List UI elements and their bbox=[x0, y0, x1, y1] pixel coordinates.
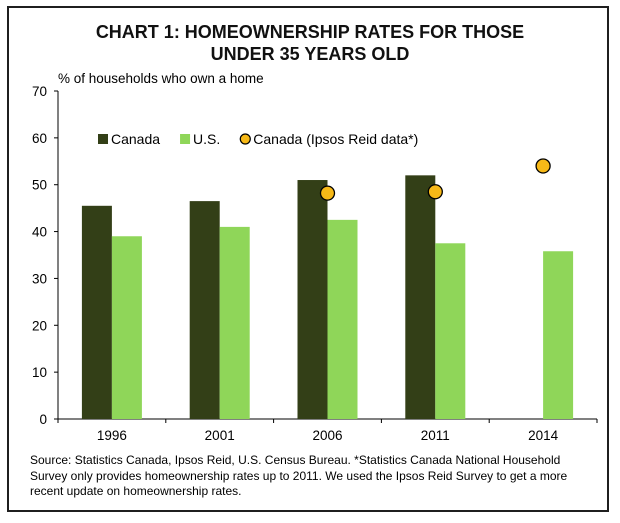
bar-u-s-1996 bbox=[111, 236, 142, 419]
source-note: Source: Statistics Canada, Ipsos Reid, U… bbox=[30, 453, 568, 498]
x-tick-label: 2011 bbox=[421, 428, 450, 443]
y-axis: 0 10 20 30 40 50 60 70 bbox=[32, 84, 59, 427]
bar-u-s-2014 bbox=[543, 251, 574, 419]
bar-u-s-2006 bbox=[327, 219, 358, 419]
y-axis-label: % of households who own a home bbox=[58, 71, 264, 86]
y-tick-label: 50 bbox=[32, 178, 47, 193]
x-tick-label: 1996 bbox=[97, 428, 127, 443]
legend-swatch-canada-ipsos-reid-data bbox=[239, 133, 251, 145]
points bbox=[319, 158, 551, 201]
y-tick-label: 20 bbox=[32, 318, 47, 333]
legend: Canada U.S. Canada (Ipsos Reid data*) bbox=[98, 131, 418, 147]
bar-canada-2011 bbox=[405, 175, 436, 419]
legend-swatch-canada bbox=[98, 134, 108, 144]
bar-canada-2006 bbox=[297, 180, 328, 419]
bar-u-s-2011 bbox=[435, 243, 466, 419]
x-tick-label: 2014 bbox=[528, 428, 559, 443]
point-canada-ipsos-2011 bbox=[427, 184, 443, 200]
y-tick-label: 30 bbox=[32, 271, 47, 286]
legend-label-canada: Canada bbox=[111, 131, 160, 147]
point-canada-ipsos-2006 bbox=[319, 185, 336, 201]
legend-label-u-s: U.S. bbox=[193, 131, 220, 147]
y-tick-label: 70 bbox=[32, 84, 47, 99]
bar-canada-1996 bbox=[81, 205, 112, 419]
y-tick-label: 0 bbox=[39, 412, 47, 427]
y-tick-label: 60 bbox=[32, 131, 47, 146]
point-canada-ipsos-2014 bbox=[535, 158, 551, 174]
x-tick-label: 2006 bbox=[312, 428, 342, 443]
bar-canada-2001 bbox=[189, 201, 220, 419]
legend-label-canada-ipsos-reid-data: Canada (Ipsos Reid data*) bbox=[253, 131, 418, 147]
x-tick-label: 2001 bbox=[205, 428, 235, 443]
legend-swatch-u-s bbox=[180, 134, 191, 144]
x-axis: 1996 2001 2006 2011 2014 bbox=[57, 418, 598, 443]
y-tick-label: 40 bbox=[32, 225, 47, 240]
bar-u-s-2001 bbox=[219, 226, 250, 419]
chart-title-line1: CHART 1: HOMEOWNERSHIP RATES FOR THOSE bbox=[96, 22, 524, 42]
bars bbox=[81, 175, 574, 419]
chart-title-line2: UNDER 35 YEARS OLD bbox=[211, 44, 410, 64]
y-tick-label: 10 bbox=[32, 365, 47, 380]
